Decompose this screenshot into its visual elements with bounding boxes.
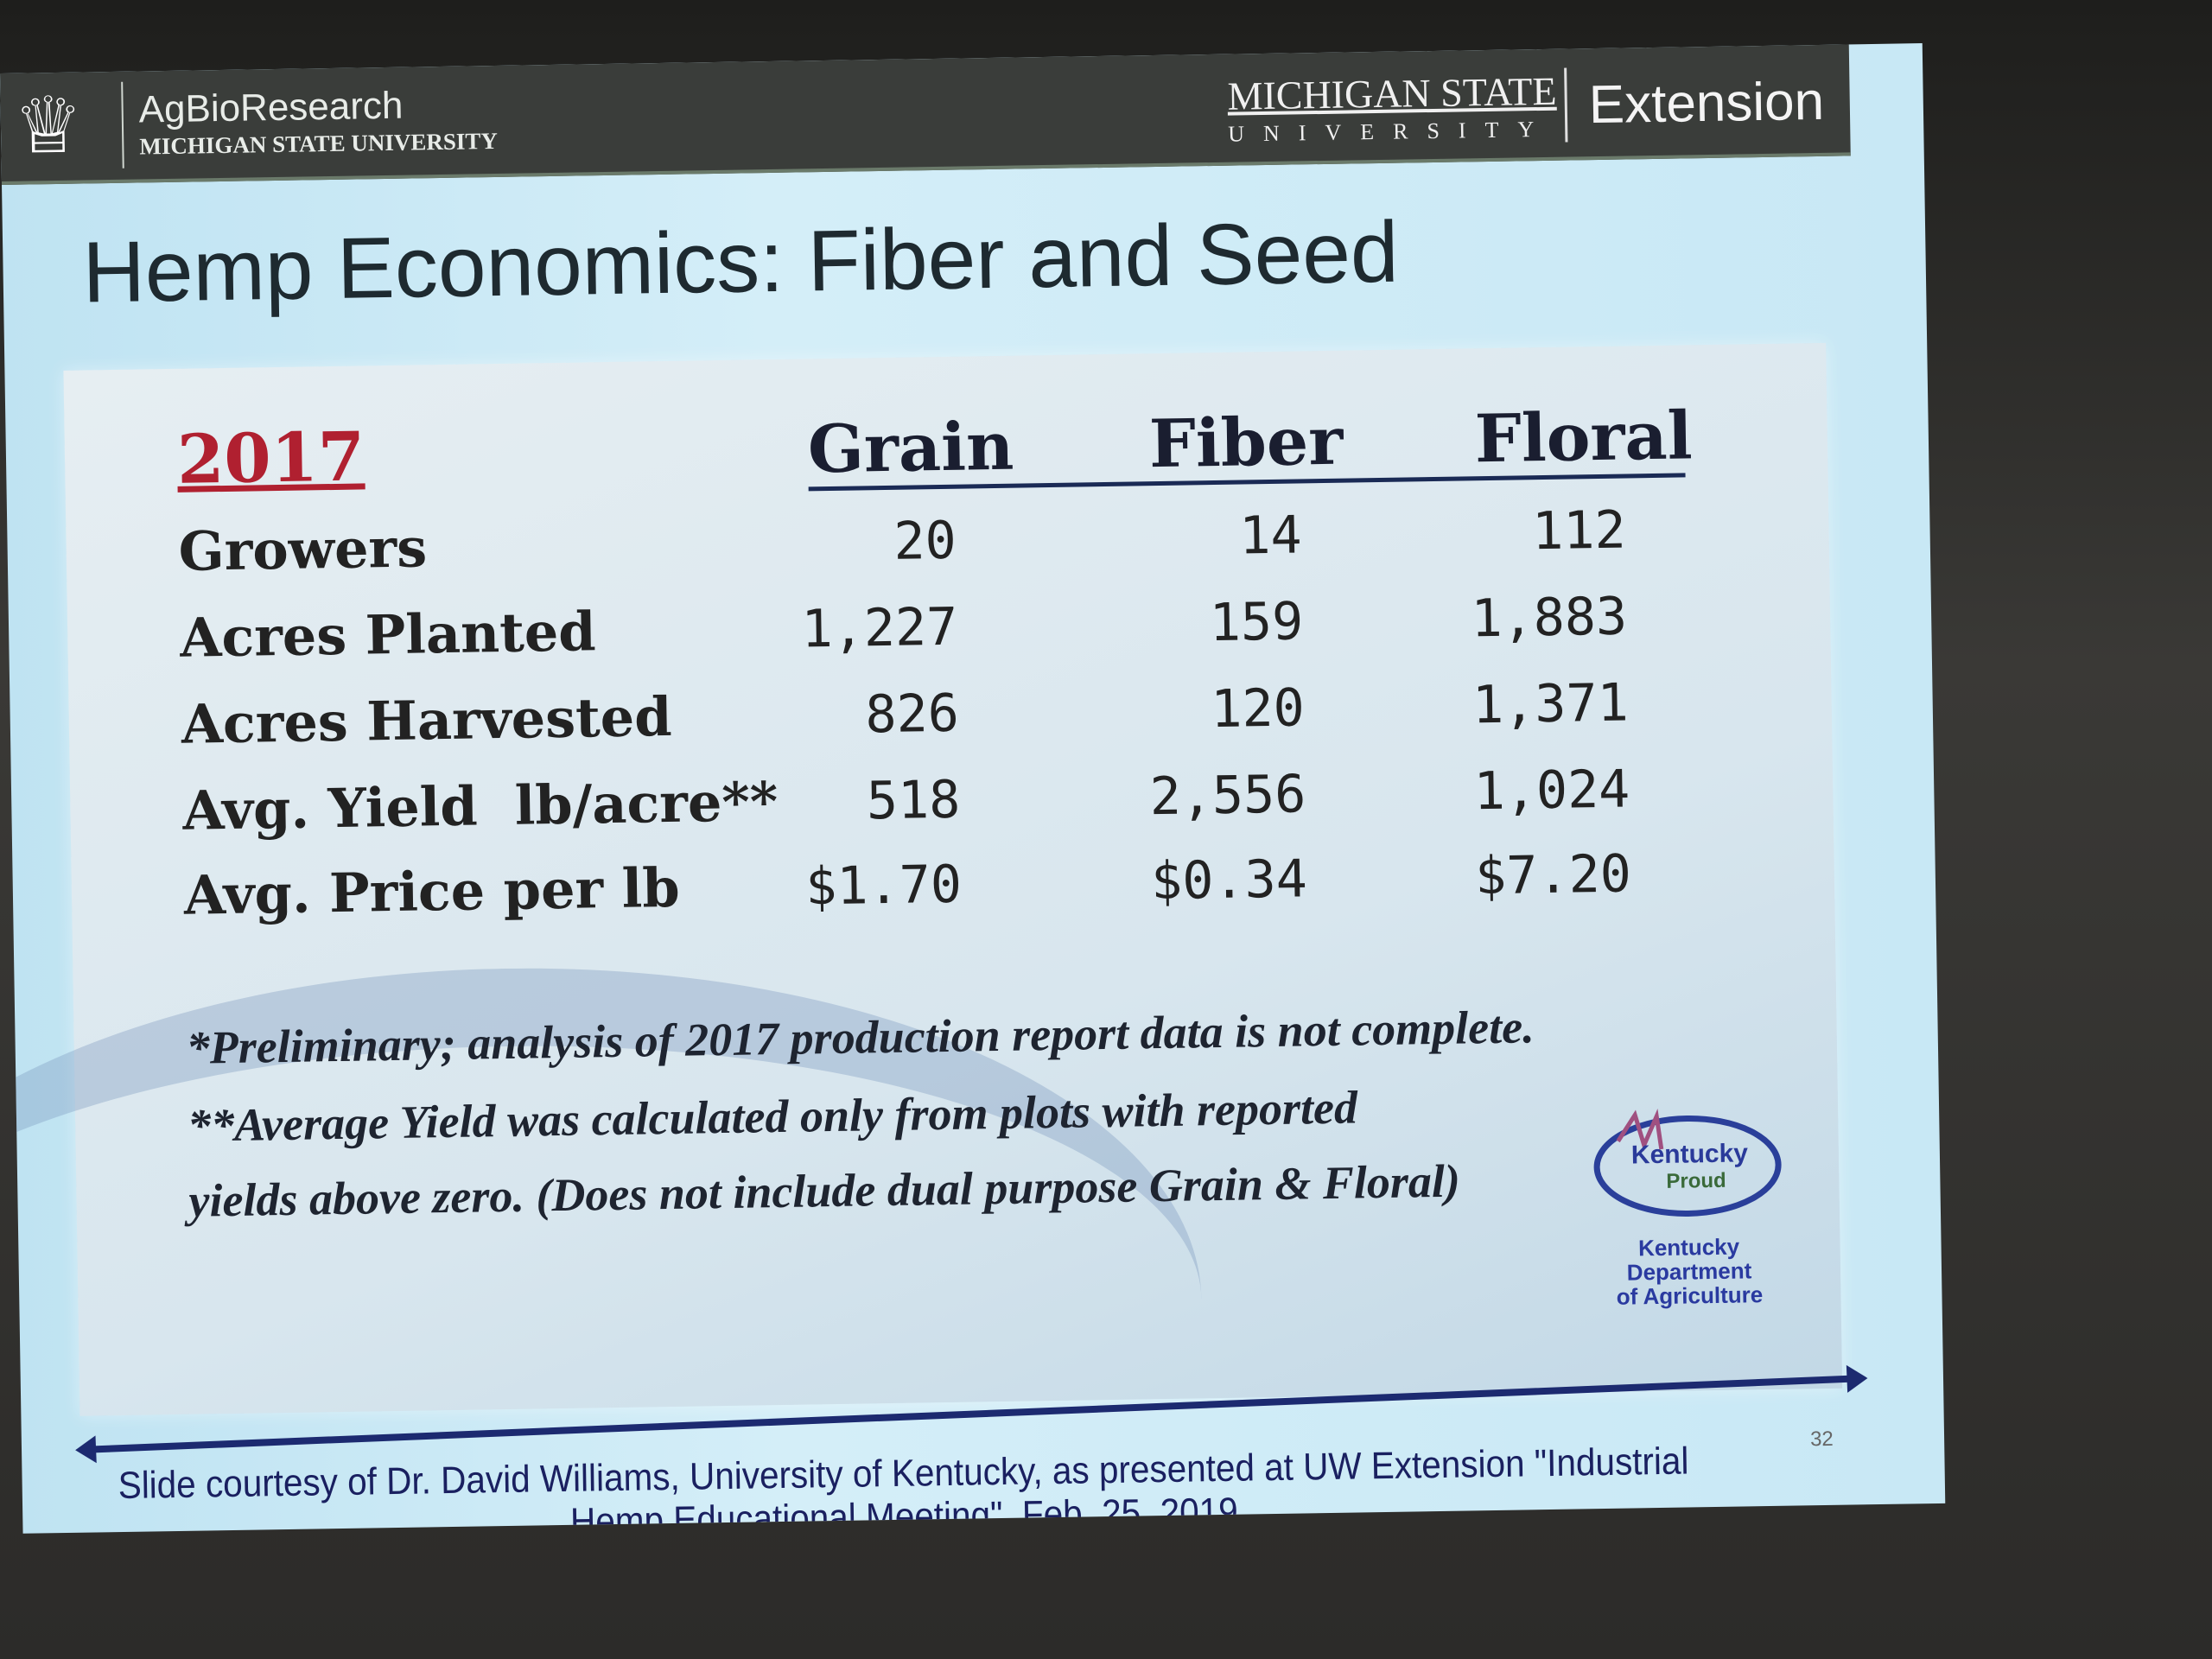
cell-floral: 1,371	[1471, 672, 1630, 736]
column-header-fiber: Fiber	[1148, 402, 1344, 483]
header-divider	[121, 81, 124, 168]
cell-grain: 826	[864, 683, 960, 746]
cell-fiber: $0.34	[1150, 849, 1308, 912]
spartan-helmet-icon: ♕	[12, 82, 85, 170]
projected-slide: ♕ AgBioResearch MICHIGAN STATE UNIVERSIT…	[0, 43, 1946, 1534]
column-header-grain: Grain	[807, 407, 1014, 488]
kentucky-proud-ellipse-icon	[1593, 1109, 1782, 1217]
cell-floral: 1,024	[1473, 759, 1630, 823]
kentucky-proud-sub: Proud	[1666, 1168, 1726, 1193]
table-row: Growers 20 14 112	[63, 343, 1826, 583]
row-label: Avg. Price per lb	[183, 855, 681, 927]
agbio-logo-text: AgBioResearch	[138, 84, 404, 131]
dept-line: of Agriculture	[1616, 1281, 1764, 1310]
extension-divider	[1564, 67, 1568, 143]
msu-wordmark: MICHIGAN STATE	[1227, 68, 1557, 118]
cell-floral: $7.20	[1474, 843, 1632, 907]
table-row: Avg. Yield lb/acre** 518 2,556 1,024	[63, 343, 1826, 842]
table-row: Acres Harvested 826 120 1,371	[63, 343, 1826, 755]
table-year: 2017	[176, 417, 365, 499]
cell-grain: 1,227	[801, 596, 958, 660]
cell-floral: 112	[1531, 499, 1627, 563]
row-label: Growers	[178, 516, 428, 583]
cell-fiber: 14	[1238, 505, 1303, 567]
slide-title: Hemp Economics: Fiber and Seed	[81, 203, 1400, 321]
table-row: Avg. Price per lb $1.70 $0.34 $7.20	[63, 343, 1826, 926]
row-label: Acres Harvested	[181, 684, 673, 756]
kentucky-proud-brand: Kentucky	[1630, 1139, 1749, 1170]
cell-grain: $1.70	[804, 854, 963, 918]
dept-line: Kentucky	[1637, 1233, 1740, 1262]
cell-fiber: 120	[1210, 677, 1306, 741]
cell-fiber: 2,556	[1149, 764, 1306, 828]
msu-wordmark-sub: UNIVERSITY	[1228, 116, 1554, 147]
table-row: Acres Planted 1,227 159 1,883	[63, 343, 1826, 670]
page-number: 32	[1809, 1427, 1834, 1452]
cell-grain: 20	[893, 510, 957, 572]
row-label: Acres Planted	[179, 600, 597, 670]
extension-label: Extension	[1588, 71, 1825, 136]
column-header-floral: Floral	[1474, 397, 1694, 478]
agbio-subtitle: MICHIGAN STATE UNIVERSITY	[139, 127, 499, 160]
kentucky-agriculture-logo: Kentucky Proud Kentucky Department of Ag…	[1583, 1104, 1794, 1324]
cell-floral: 1,883	[1470, 586, 1628, 650]
cell-fiber: 159	[1209, 591, 1304, 654]
row-label: Avg. Yield lb/acre**	[181, 769, 779, 842]
cell-grain: 518	[866, 769, 961, 832]
data-panel: 2017 Grain Fiber Floral Growers 20 14 11…	[0, 342, 1843, 1534]
